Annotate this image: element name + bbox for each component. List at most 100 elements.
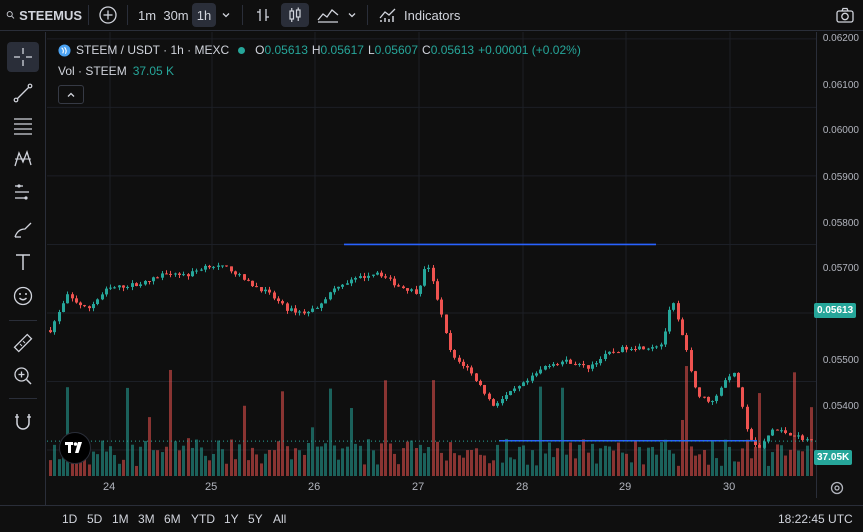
- candle-body: [591, 364, 594, 369]
- candle-body: [587, 365, 590, 369]
- close-label: C: [422, 43, 431, 57]
- legend-title[interactable]: STEEM / USDT · 1h · MEXC: [76, 43, 230, 57]
- screenshot-button[interactable]: [832, 3, 858, 27]
- range-5d[interactable]: 5D: [87, 512, 103, 526]
- range-all[interactable]: All: [273, 512, 287, 526]
- time-axis[interactable]: 24 25 26 27 28 29 30: [47, 476, 816, 498]
- interval-1h[interactable]: 1h: [192, 3, 216, 27]
- candle-body: [720, 387, 723, 396]
- candle-body: [578, 363, 581, 365]
- candle-body: [139, 284, 142, 287]
- volume-bar: [307, 442, 310, 476]
- volume-bar: [664, 439, 667, 476]
- trend-line-tool[interactable]: [7, 78, 39, 108]
- volume-label[interactable]: Vol · STEEM: [58, 64, 127, 78]
- candle-body: [733, 372, 736, 377]
- candle-body: [703, 396, 706, 398]
- chart-settings-button[interactable]: [829, 480, 845, 496]
- candle-body: [247, 279, 250, 281]
- measure-tool[interactable]: [7, 328, 39, 358]
- low-label: L: [367, 43, 375, 57]
- chart-type-dropdown[interactable]: [343, 3, 361, 27]
- candle-body: [531, 375, 534, 381]
- candle-body: [501, 399, 504, 404]
- utc-clock[interactable]: 18:22:45 UTC: [778, 512, 853, 526]
- crosshair-tool[interactable]: [7, 42, 39, 72]
- candle-body: [174, 273, 177, 275]
- text-icon: [16, 254, 30, 270]
- volume-bar: [741, 448, 744, 476]
- interval-30m[interactable]: 30m: [160, 3, 192, 27]
- volume-bar: [672, 453, 675, 476]
- emoji-tool[interactable]: [7, 281, 39, 311]
- volume-bar: [372, 450, 375, 476]
- volume-bar: [156, 450, 159, 476]
- forecast-tool[interactable]: [7, 177, 39, 207]
- candle-body: [402, 286, 405, 289]
- brush-icon: [14, 222, 32, 238]
- candle-body: [604, 353, 607, 360]
- volume-bar: [135, 465, 138, 476]
- volume-bar: [341, 448, 344, 476]
- pattern-tool[interactable]: [7, 144, 39, 174]
- candle-body: [445, 314, 448, 334]
- text-tool[interactable]: [7, 247, 39, 277]
- candle-body: [281, 301, 284, 304]
- candle-body: [268, 289, 271, 293]
- range-1y[interactable]: 1Y: [224, 512, 239, 526]
- candle-body: [522, 382, 525, 387]
- candle-body: [707, 396, 710, 402]
- area-style-button[interactable]: [313, 3, 343, 27]
- volume-bar: [397, 464, 400, 476]
- magnet-tool[interactable]: [7, 407, 39, 437]
- range-ytd[interactable]: YTD: [191, 512, 215, 526]
- compare-button[interactable]: [95, 3, 121, 27]
- candles-style-button[interactable]: [281, 3, 309, 27]
- volume-bar: [604, 445, 607, 476]
- volume-bar: [393, 453, 396, 476]
- candle-body: [290, 308, 293, 311]
- candle-body: [552, 364, 555, 366]
- zoom-tool[interactable]: [7, 361, 39, 391]
- range-1m[interactable]: 1M: [112, 512, 129, 526]
- volume-bar: [630, 462, 633, 476]
- candle-body: [311, 308, 314, 312]
- volume-bar: [221, 449, 224, 476]
- price-label: 0.05700: [822, 263, 859, 274]
- range-5y[interactable]: 5Y: [248, 512, 263, 526]
- price-axis[interactable]: 0.06200 0.06100 0.06000 0.05900 0.05800 …: [814, 32, 863, 498]
- legend-collapse-button[interactable]: [58, 85, 84, 104]
- fib-tool[interactable]: [7, 111, 39, 141]
- volume-bar: [801, 451, 804, 476]
- interval-1m[interactable]: 1m: [134, 3, 160, 27]
- range-6m[interactable]: 6M: [164, 512, 181, 526]
- chart-pane[interactable]: [47, 32, 816, 520]
- candle-body: [423, 269, 426, 286]
- price-chart[interactable]: [47, 32, 816, 520]
- range-1d[interactable]: 1D: [62, 512, 78, 526]
- candle-body: [96, 299, 99, 305]
- symbol-search[interactable]: STEEMUS: [6, 3, 82, 27]
- candle-body: [436, 281, 439, 300]
- volume-bar: [247, 460, 250, 476]
- volume-bar: [754, 447, 757, 476]
- range-3m[interactable]: 3M: [138, 512, 155, 526]
- volume-bar: [505, 438, 508, 476]
- interval-dropdown[interactable]: [216, 3, 236, 27]
- crosshair-icon: [14, 48, 32, 66]
- divider: [88, 5, 89, 25]
- volume-bar: [174, 441, 177, 476]
- candle-body: [518, 386, 521, 389]
- volume-bar: [449, 442, 452, 476]
- brush-tool[interactable]: [7, 214, 39, 244]
- indicators-button[interactable]: Indicators: [374, 3, 464, 27]
- candle-body: [638, 346, 641, 350]
- candle-body: [711, 401, 714, 403]
- volume-bar: [513, 459, 516, 476]
- candle-body: [617, 352, 620, 354]
- indicators-label: Indicators: [404, 7, 461, 23]
- candle-body: [169, 273, 172, 275]
- bars-style-button[interactable]: [249, 3, 277, 27]
- volume-bar: [243, 405, 246, 476]
- candle-body: [273, 292, 276, 299]
